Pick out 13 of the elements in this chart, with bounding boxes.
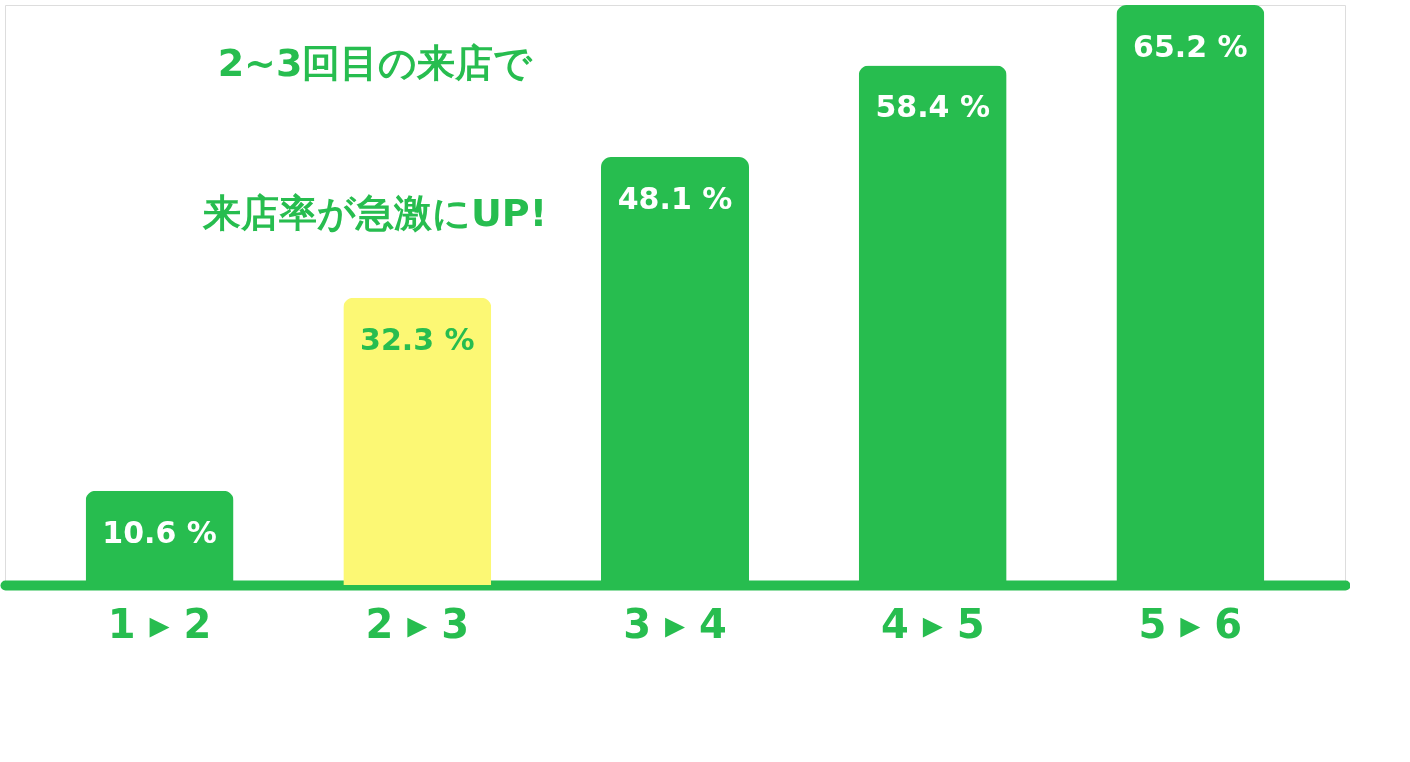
data-label: 10.6 % bbox=[102, 514, 217, 550]
data-label: 32.3 % bbox=[360, 321, 475, 357]
x-tick-label: 2 ▸ 3 bbox=[365, 600, 470, 647]
data-label: 65.2 % bbox=[1133, 29, 1248, 64]
x-tick-label: 4 ▸ 5 bbox=[880, 600, 985, 647]
data-label: 48.1 % bbox=[617, 181, 733, 217]
x-tick-label: 1 ▸ 2 bbox=[107, 600, 212, 647]
bar bbox=[343, 297, 492, 585]
annotation: 2~3回目の来店で bbox=[217, 41, 534, 85]
data-label: 58.4 % bbox=[875, 89, 990, 125]
x-tick-label: 3 ▸ 4 bbox=[623, 600, 727, 647]
x-tick-label: 5 ▸ 6 bbox=[1138, 600, 1243, 647]
annotation: 来店率が急激にUP! bbox=[201, 191, 548, 235]
